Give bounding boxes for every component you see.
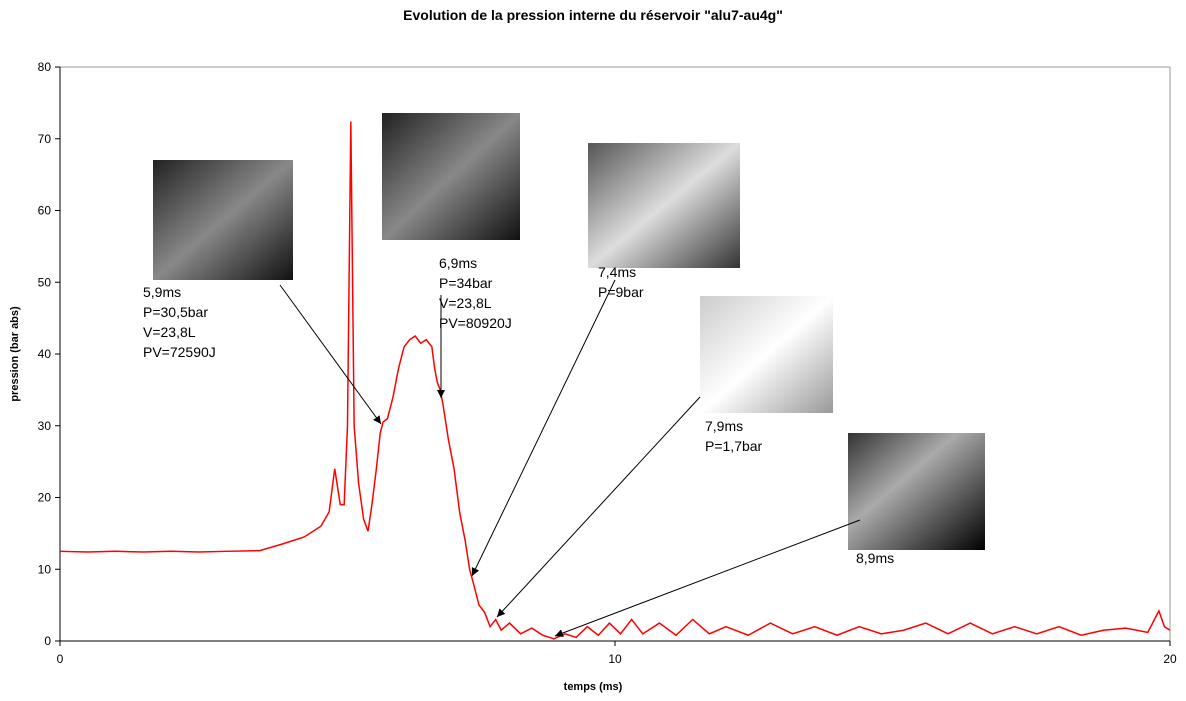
plot <box>59 121 1171 640</box>
annotation: P=30,5bar <box>143 304 208 320</box>
line <box>59 121 1171 640</box>
annotation: P=9bar <box>598 284 644 300</box>
photo <box>382 113 520 240</box>
photo <box>588 143 740 268</box>
x-tick-label: 20 <box>1163 652 1177 666</box>
chart-title: Evolution de la pression interne du rése… <box>403 7 783 23</box>
photos <box>153 113 985 550</box>
annotation: P=34bar <box>439 275 493 291</box>
annotation: 6,9ms <box>439 255 477 271</box>
y-tick-label: 80 <box>38 60 52 74</box>
x-tick-label: 10 <box>608 652 622 666</box>
annotation: 7,4ms <box>598 264 636 280</box>
y-tick-label: 20 <box>38 491 52 505</box>
annotation: 8,9ms <box>856 550 894 566</box>
y-tick-label: 0 <box>44 634 51 648</box>
y-tick-label: 50 <box>38 275 52 289</box>
annotation: PV=72590J <box>143 344 216 360</box>
y-axis-label: pression (bar abs) <box>9 306 21 402</box>
arrow <box>554 519 861 637</box>
x-tick-label: 0 <box>57 652 64 666</box>
y-tick-label: 40 <box>38 347 52 361</box>
photo <box>153 160 293 280</box>
annotation: V=23,8L <box>143 324 196 340</box>
annotation: P=1,7bar <box>705 438 763 454</box>
y-tick-label: 10 <box>38 562 52 576</box>
x-axis-label: temps (ms) <box>564 681 623 693</box>
annotation: 5,9ms <box>143 284 181 300</box>
y-tick-label: 30 <box>38 419 52 433</box>
annotation: PV=80920J <box>439 315 512 331</box>
photo <box>700 296 833 413</box>
photo <box>848 433 985 550</box>
arrows <box>279 279 861 637</box>
arrow <box>496 396 701 618</box>
arrow <box>279 284 382 425</box>
y-tick-label: 60 <box>38 204 52 218</box>
arrow <box>471 279 616 577</box>
y-tick-label: 70 <box>38 132 52 146</box>
annotation: V=23,8L <box>439 295 492 311</box>
annotation: 7,9ms <box>705 418 743 434</box>
